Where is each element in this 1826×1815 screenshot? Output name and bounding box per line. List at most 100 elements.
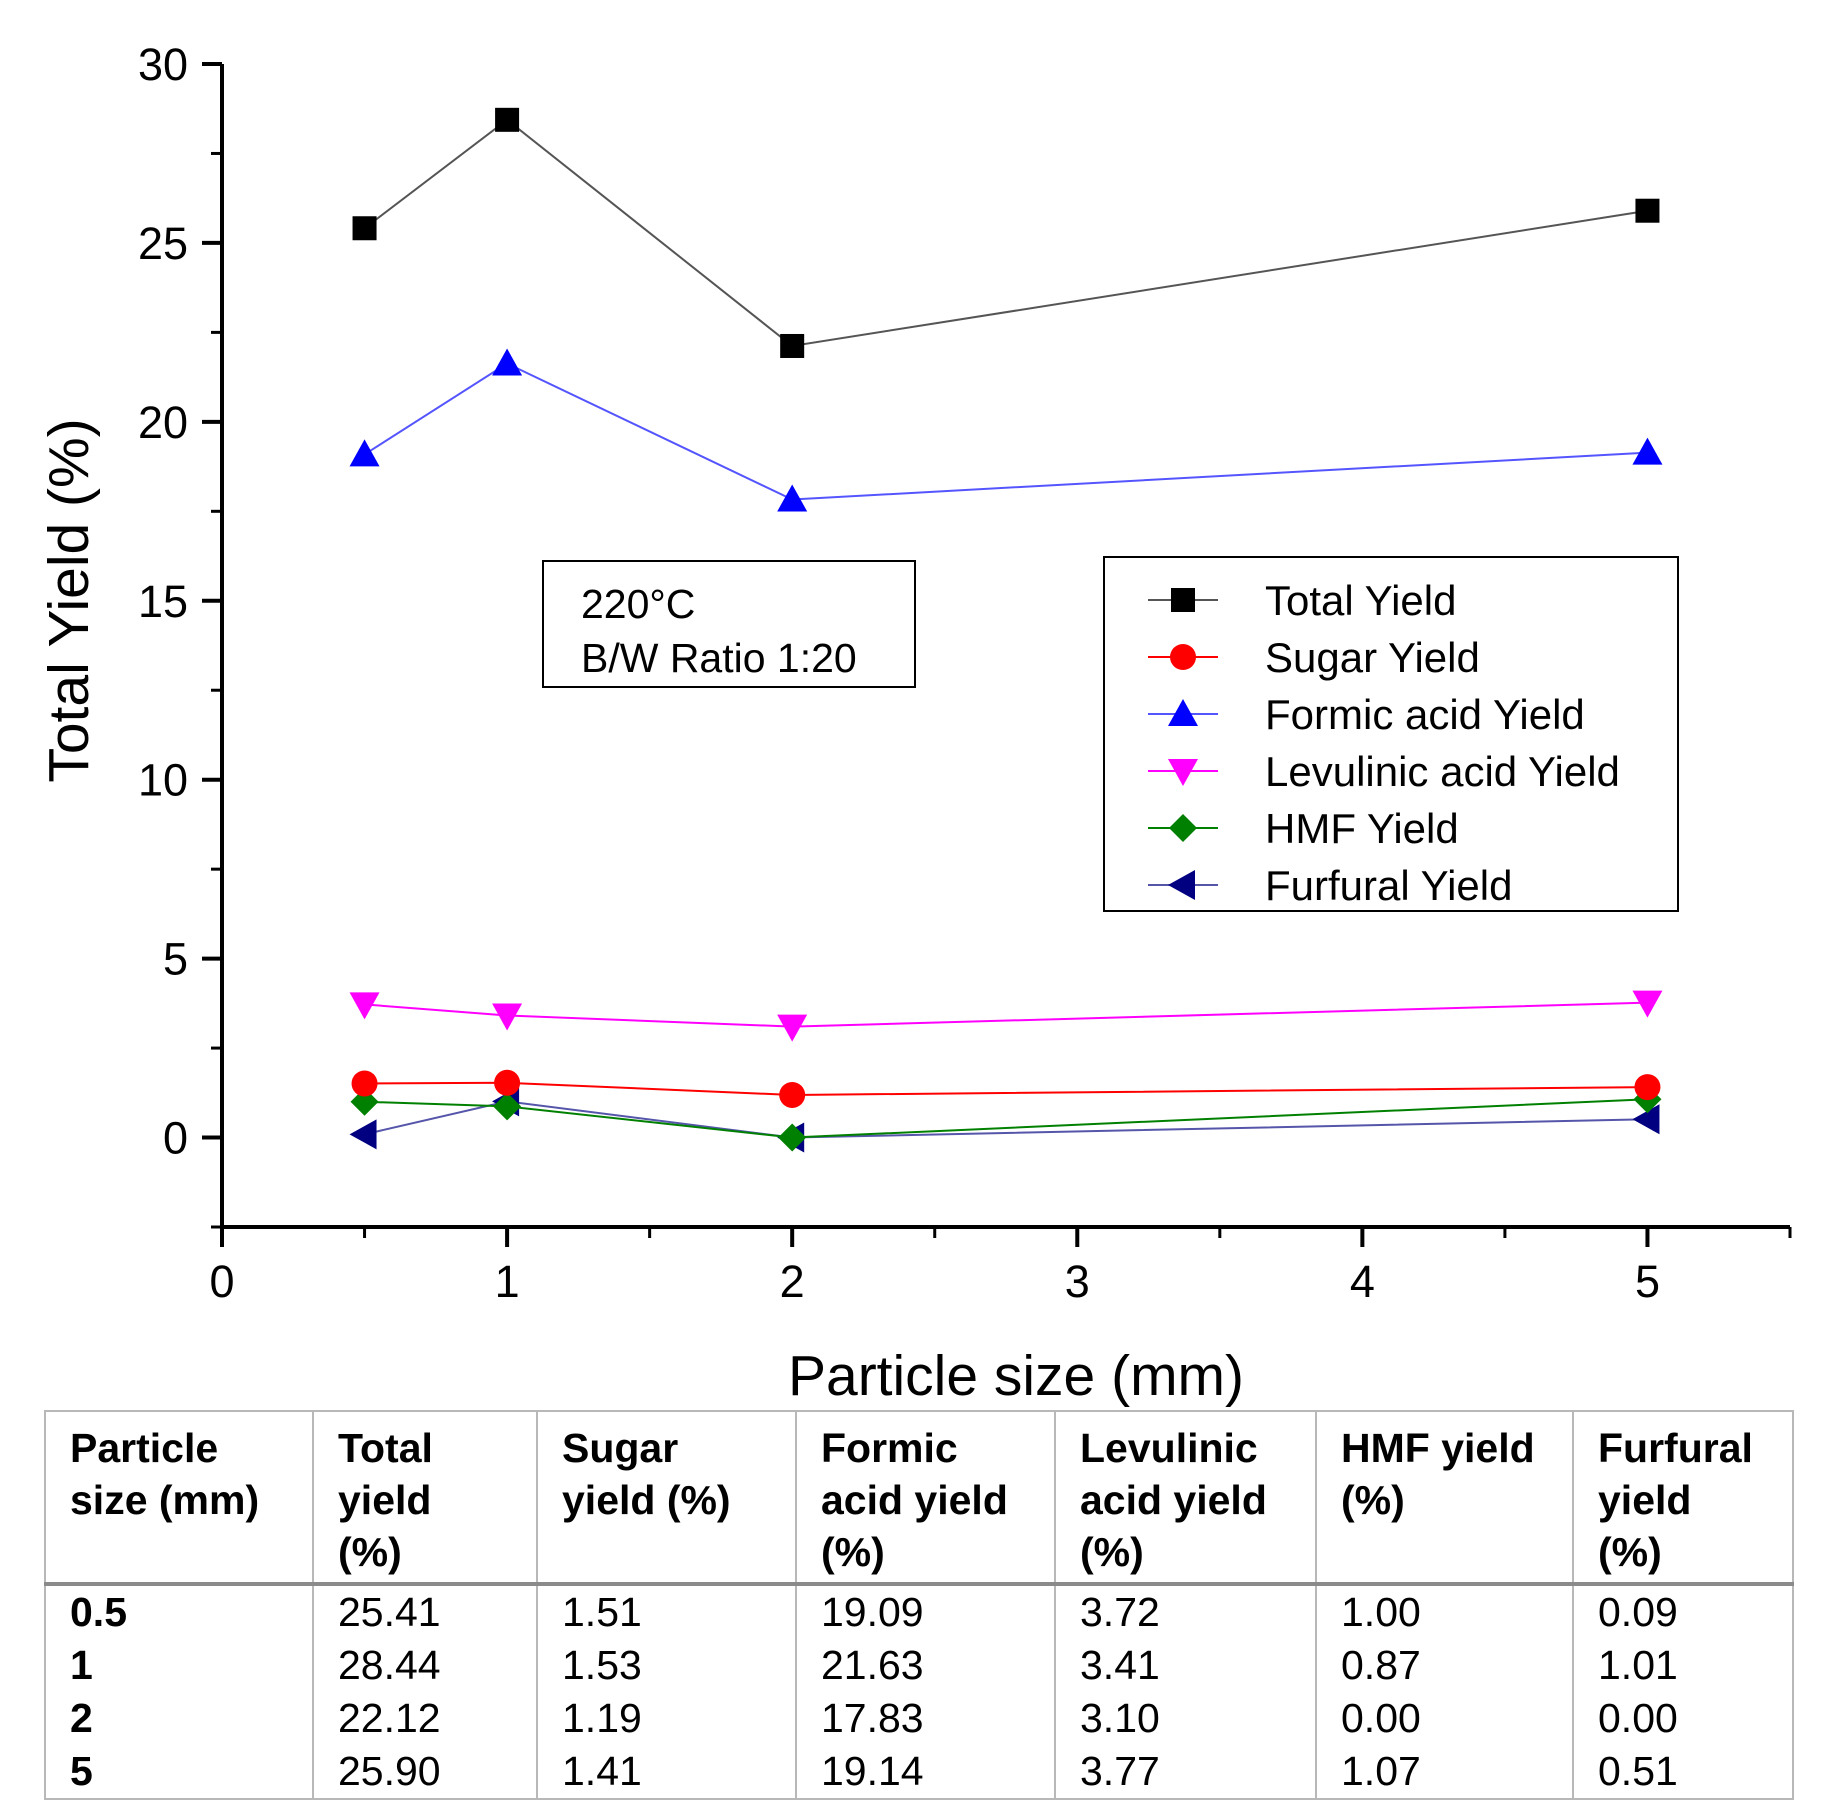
y-tick-label: 20 (138, 397, 188, 448)
legend-label: Sugar Yield (1265, 634, 1480, 681)
table-cell: 19.09 (795, 1584, 1056, 1639)
column-header-line: Total (338, 1425, 433, 1471)
x-tick-label: 2 (780, 1256, 805, 1307)
column-header-line: yield (338, 1477, 432, 1523)
y-tick-label: 5 (163, 934, 188, 985)
column-header-line: acid yield (821, 1477, 1008, 1523)
legend-marker (1171, 588, 1195, 612)
data-table: Particle size (mm) Total yield (%) Sugar yield… (44, 1410, 1794, 1800)
legend (1103, 556, 1679, 912)
table-cell: 2 (44, 1692, 314, 1745)
column-header-line: yield (%) (562, 1477, 731, 1523)
table-body: 0.5 25.41 1.51 19.09 3.72 1.00 0.09 1 28.44 1.53 2… (44, 1584, 1794, 1800)
series-line (364, 1098, 1648, 1139)
data-point (777, 484, 808, 512)
series-line (363, 118, 1648, 348)
column-header: Total yield (%) (312, 1410, 538, 1586)
column-header-line: HMF yield (1341, 1425, 1535, 1471)
table-cell: 21.63 (795, 1639, 1056, 1692)
x-tick-label: 4 (1350, 1256, 1375, 1307)
column-header: Furfural yield (%) (1572, 1410, 1794, 1586)
column-header: Levulinic acid yield (%) (1054, 1410, 1317, 1586)
series-line (364, 362, 1648, 501)
column-header-line: (%) (821, 1529, 885, 1575)
table-cell: 25.90 (312, 1745, 538, 1800)
table-cell: 0.00 (1572, 1692, 1794, 1745)
y-tick-label: 25 (138, 218, 188, 269)
data-point (349, 992, 380, 1020)
table-cell: 17.83 (795, 1692, 1056, 1745)
chart: 0 5 10 15 20 25 30 0 1 2 3 4 5 Particle size (mm) Tota… (37, 39, 1792, 1408)
legend-label: HMF Yield (1265, 805, 1459, 852)
data-point (351, 1070, 378, 1097)
data-point (492, 1003, 523, 1031)
column-header-line: (%) (1598, 1529, 1662, 1575)
data-point (778, 1123, 807, 1152)
table-cell: 28.44 (312, 1639, 538, 1692)
table-row: 2 22.12 1.19 17.83 3.10 0.00 0.00 (44, 1692, 1794, 1745)
legend-label: Formic acid Yield (1265, 691, 1585, 738)
table-row: 5 25.90 1.41 19.14 3.77 1.07 0.51 (44, 1745, 1794, 1800)
column-header-line: Sugar (562, 1425, 679, 1471)
series-line (364, 1100, 1648, 1139)
table-cell: 1.07 (1315, 1745, 1574, 1800)
data-point (1632, 1104, 1660, 1135)
legend-marker (1168, 759, 1198, 786)
column-header: Particle size (mm) (44, 1410, 314, 1586)
y-tick-label: 10 (138, 755, 188, 806)
data-point (493, 1092, 522, 1121)
series-line (364, 1001, 1648, 1028)
data-point (779, 1081, 806, 1108)
annotation-text: B/W Ratio 1:20 (581, 635, 857, 681)
table-cell: 22.12 (312, 1692, 538, 1745)
x-tick-label: 1 (495, 1256, 520, 1307)
table-cell: 1.01 (1572, 1639, 1794, 1692)
table-cell: 0.5 (44, 1584, 314, 1639)
table-cell: 1.41 (536, 1745, 797, 1800)
table-row: 1 28.44 1.53 21.63 3.41 0.87 1.01 (44, 1639, 1794, 1692)
table-cell: 3.41 (1054, 1639, 1317, 1692)
x-tick-label: 5 (1635, 1256, 1660, 1307)
table-cell: 0.09 (1572, 1584, 1794, 1639)
table-cell: 19.14 (795, 1745, 1056, 1800)
table-cell: 0.87 (1315, 1639, 1574, 1692)
legend-marker (1169, 814, 1197, 842)
column-header-line: yield (1598, 1477, 1692, 1523)
y-tick-label: 30 (138, 39, 188, 90)
data-point (495, 107, 520, 132)
table-cell: 1.53 (536, 1639, 797, 1692)
data-point (1632, 990, 1663, 1018)
column-header: HMF yield (%) (1315, 1410, 1574, 1586)
data-point (349, 439, 380, 467)
table-cell: 25.41 (312, 1584, 538, 1639)
data-point (777, 1014, 808, 1042)
y-tick-label: 0 (163, 1113, 188, 1164)
data-point (492, 348, 523, 376)
column-header-line: Particle (70, 1425, 219, 1471)
column-header: Sugar yield (%) (536, 1410, 797, 1586)
legend-marker (1168, 699, 1198, 726)
column-header-line: (%) (1080, 1529, 1144, 1575)
column-header-line: size (mm) (70, 1477, 260, 1523)
data-point (1635, 198, 1660, 223)
table-cell: 1.51 (536, 1584, 797, 1639)
column-header-line: Formic (821, 1425, 958, 1471)
legend-marker (1168, 870, 1195, 900)
table-cell: 1 (44, 1639, 314, 1692)
x-axis-label: Particle size (mm) (788, 1344, 1244, 1408)
data-point (780, 333, 805, 358)
table-cell: 1.19 (536, 1692, 797, 1745)
data-point (1634, 1074, 1661, 1101)
annotation-box (542, 560, 916, 688)
annotation-frame (542, 560, 916, 688)
data-point (1632, 437, 1663, 465)
table-cell: 3.72 (1054, 1584, 1317, 1639)
table-row: 0.5 25.41 1.51 19.09 3.72 1.00 0.09 (44, 1584, 1794, 1639)
data-point (349, 1119, 377, 1150)
column-header-line: Levulinic (1080, 1425, 1258, 1471)
column-header-line: acid yield (1080, 1477, 1267, 1523)
legend-label: Furfural Yield (1265, 862, 1512, 909)
column-header-line: Furfural (1598, 1425, 1753, 1471)
legend-marker (1170, 644, 1196, 670)
column-header-line: (%) (1341, 1477, 1405, 1523)
